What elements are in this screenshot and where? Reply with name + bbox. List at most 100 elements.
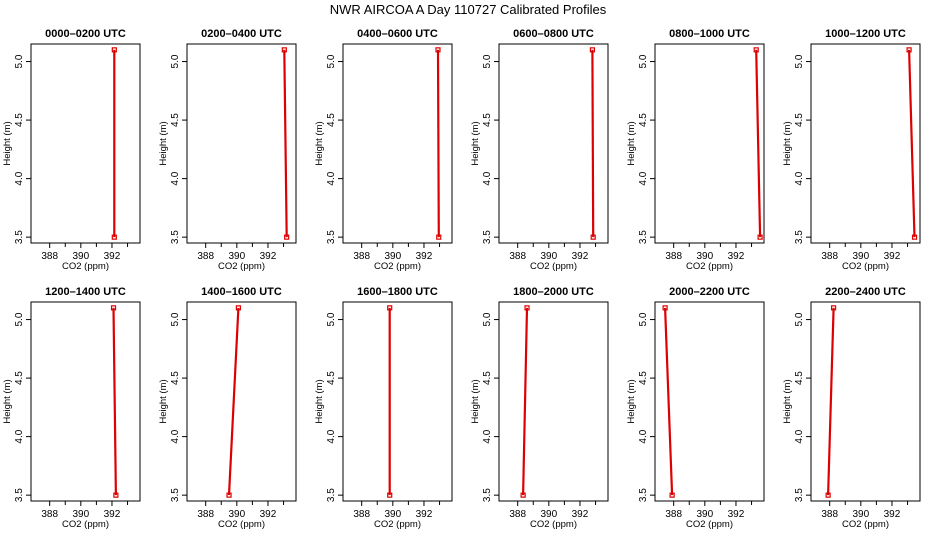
x-tick-label: 392: [416, 251, 433, 262]
y-tick-label: 3.5: [638, 488, 649, 502]
y-tick-label: 3.5: [794, 488, 805, 502]
x-axis-label: CO2 (ppm): [218, 261, 265, 272]
y-tick-label: 4.0: [638, 429, 649, 443]
x-tick-label: 390: [696, 509, 713, 520]
y-tick-label: 5.0: [326, 312, 337, 326]
y-tick-label: 5.0: [794, 312, 805, 326]
x-tick-label: 388: [509, 509, 526, 520]
y-tick-label: 4.0: [326, 171, 337, 185]
data-point: [757, 234, 763, 240]
y-axis-label: Height (m): [626, 121, 637, 165]
y-tick-label: 5.0: [482, 312, 493, 326]
y-tick-label: 5.0: [170, 54, 181, 68]
x-tick-label: 388: [821, 509, 838, 520]
x-axis-label: CO2 (ppm): [62, 519, 109, 530]
data-point: [113, 492, 119, 498]
data-point: [825, 492, 831, 498]
panel-title: 1400–1600 UTC: [201, 286, 282, 298]
data-point: [911, 234, 918, 240]
panel-title: 0000–0200 UTC: [45, 28, 126, 40]
profile-line: [522, 307, 529, 496]
x-tick-label: 392: [728, 251, 745, 262]
x-tick-label: 392: [572, 509, 589, 520]
panel-9: 1600–1800 UTC 388 390 392 3.5 4.0 4.5 5.0 CO2 (p…: [314, 286, 453, 530]
x-axis-label: CO2 (ppm): [62, 261, 109, 272]
data-point: [111, 234, 117, 240]
panel-frame: [342, 301, 453, 502]
data-point: [111, 47, 117, 53]
y-tick-label: 4.0: [482, 429, 493, 443]
x-tick-label: 392: [884, 251, 901, 262]
panel-frame: [810, 301, 921, 502]
x-tick-label: 392: [104, 509, 121, 520]
x-tick-label: 392: [884, 509, 901, 520]
x-tick-label: 390: [540, 509, 557, 520]
y-tick-label: 4.5: [326, 371, 337, 385]
profile-line: [591, 49, 595, 238]
panel-frame: [498, 301, 609, 502]
data-point: [284, 234, 290, 240]
x-tick-label: 392: [728, 509, 745, 520]
y-tick-label: 4.0: [170, 429, 181, 443]
y-axis-label: Height (m): [470, 121, 481, 165]
data-point: [520, 492, 526, 498]
x-tick-label: 390: [852, 251, 869, 262]
y-tick-label: 5.0: [14, 54, 25, 68]
panel-frame: [186, 43, 297, 244]
data-point: [435, 47, 441, 53]
y-tick-label: 5.0: [482, 54, 493, 68]
x-tick-label: 390: [384, 509, 401, 520]
panel-frame: [654, 301, 765, 502]
x-tick-label: 388: [509, 251, 526, 262]
y-axis-label: Height (m): [782, 121, 793, 165]
x-tick-label: 388: [665, 251, 682, 262]
panel-title: 1000–1200 UTC: [825, 28, 906, 40]
panel-frame: [654, 43, 765, 244]
x-tick-label: 390: [228, 509, 245, 520]
x-tick-label: 390: [72, 251, 89, 262]
panel-title: 1800–2000 UTC: [513, 286, 594, 298]
y-axis-label: Height (m): [2, 121, 13, 165]
x-tick-label: 388: [353, 251, 370, 262]
x-axis-label: CO2 (ppm): [842, 519, 889, 530]
panel-frame: [342, 43, 453, 244]
x-tick-label: 388: [41, 509, 58, 520]
x-axis-label: CO2 (ppm): [530, 261, 577, 272]
y-tick-label: 4.5: [170, 371, 181, 385]
y-tick-label: 4.0: [638, 171, 649, 185]
y-axis-label: Height (m): [626, 379, 637, 423]
panel-frame: [186, 301, 297, 502]
y-tick-label: 5.0: [170, 312, 181, 326]
panel-4: 0600–0800 UTC 388 390 392 3.5 4.0 4.5 5.0 CO2 (p…: [470, 28, 609, 272]
x-tick-label: 388: [197, 509, 214, 520]
x-tick-label: 388: [353, 509, 370, 520]
x-tick-label: 392: [260, 251, 277, 262]
data-point: [669, 492, 675, 498]
profile-line: [827, 307, 835, 496]
x-tick-label: 388: [665, 509, 682, 520]
y-tick-label: 5.0: [638, 54, 649, 68]
data-point: [387, 492, 393, 498]
y-tick-label: 4.5: [14, 371, 25, 385]
x-tick-label: 388: [197, 251, 214, 262]
y-tick-label: 3.5: [482, 230, 493, 244]
panel-grid: 0000–0200 UTC 388 390 392 3.5 4.0 4.5 5.0 CO2 (p…: [2, 28, 921, 530]
x-axis-label: CO2 (ppm): [374, 261, 421, 272]
y-tick-label: 4.5: [638, 371, 649, 385]
data-point: [387, 305, 393, 311]
y-tick-label: 3.5: [170, 488, 181, 502]
data-point: [753, 47, 759, 53]
x-tick-label: 392: [572, 251, 589, 262]
panel-title: 2200–2400 UTC: [825, 286, 906, 298]
x-axis-label: CO2 (ppm): [686, 519, 733, 530]
x-axis-label: CO2 (ppm): [686, 261, 733, 272]
panel-title: 1600–1800 UTC: [357, 286, 438, 298]
data-point: [589, 47, 596, 53]
profile-line: [664, 307, 674, 496]
x-tick-label: 390: [228, 251, 245, 262]
y-tick-label: 5.0: [794, 54, 805, 68]
y-tick-label: 4.5: [326, 113, 337, 127]
y-axis-label: Height (m): [782, 379, 793, 423]
y-tick-label: 4.0: [14, 171, 25, 185]
